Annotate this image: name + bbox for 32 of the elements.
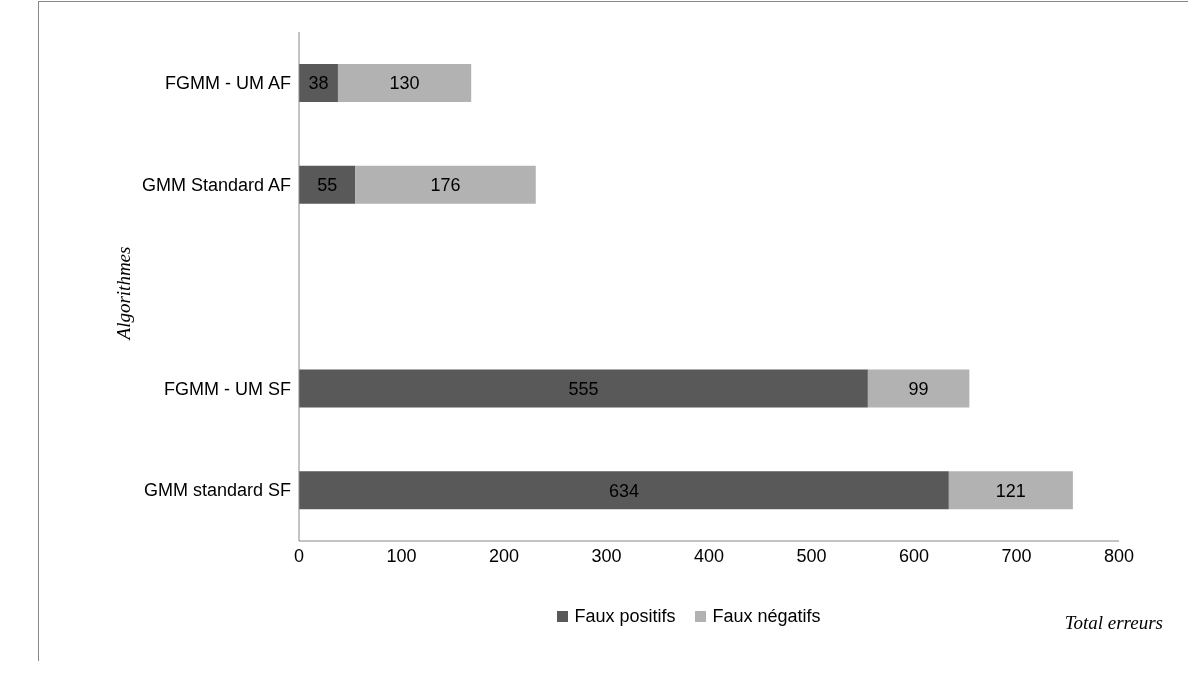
bar (299, 165, 356, 204)
bar (867, 369, 970, 408)
x-tick-label: 400 (693, 545, 725, 566)
legend-label: Faux positifs (573, 606, 676, 627)
bar (299, 471, 949, 510)
x-tick-label: 300 (591, 545, 622, 566)
x-tick-label: 600 (898, 545, 930, 566)
y-tick-label: GMM Standard AF (141, 175, 291, 196)
x-axis-title: Total erreurs (1064, 612, 1163, 634)
x-tick-label: 800 (1103, 545, 1135, 566)
data-label: 176 (430, 175, 461, 196)
bar (355, 165, 536, 204)
data-label: 99 (908, 378, 929, 399)
data-label: 38 (308, 73, 329, 94)
x-tick-label: 100 (386, 545, 417, 566)
y-axis-title: Algorithmes (113, 245, 135, 343)
data-label: 634 (608, 480, 639, 501)
legend-label: Faux négatifs (711, 606, 821, 627)
bar (337, 64, 472, 102)
x-tick-label: 500 (796, 545, 827, 566)
y-tick-label: FGMM - UM AF (165, 73, 291, 94)
y-tick-label: GMM standard SF (143, 480, 291, 501)
x-tick-label: 0 (293, 545, 305, 566)
data-label: 55 (317, 175, 338, 196)
data-label: 121 (995, 480, 1026, 501)
x-tick-label: 700 (1001, 545, 1032, 566)
bar (948, 471, 1073, 510)
data-label: 555 (568, 378, 599, 399)
bar (299, 369, 868, 408)
y-tick-label: FGMM - UM SF (164, 378, 291, 399)
data-label: 130 (389, 73, 420, 94)
x-tick-label: 200 (488, 545, 520, 566)
